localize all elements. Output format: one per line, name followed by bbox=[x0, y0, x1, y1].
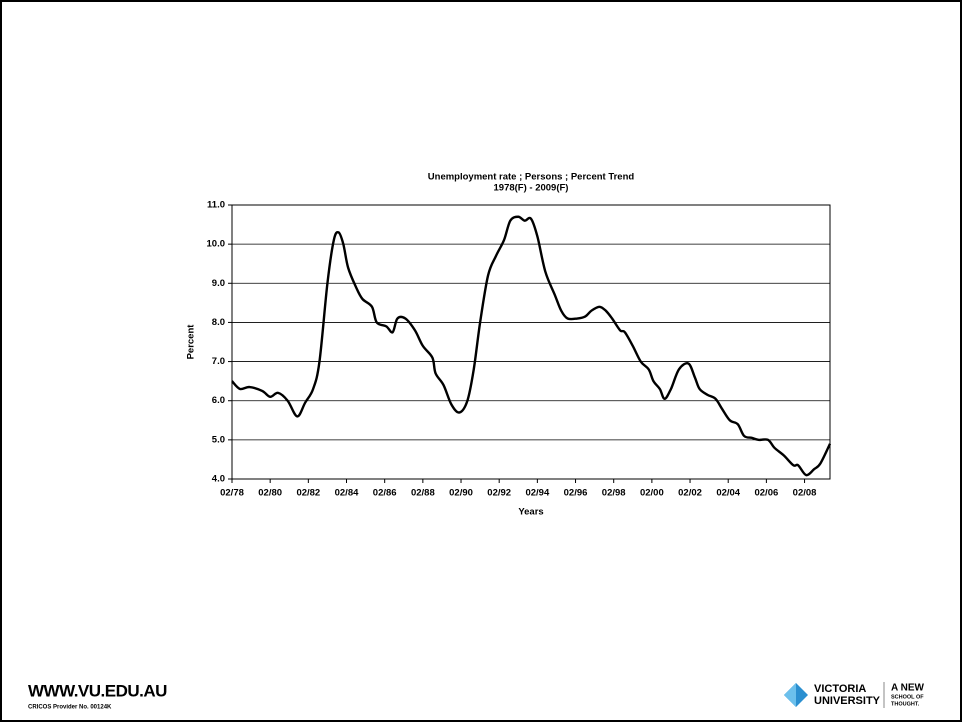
x-tick-label: 02/86 bbox=[373, 488, 397, 499]
y-axis-label: Percent bbox=[186, 324, 197, 360]
x-tick-label: 02/04 bbox=[716, 488, 740, 499]
x-tick-label: 02/00 bbox=[640, 488, 664, 499]
slogan: THOUGHT. bbox=[891, 701, 920, 707]
x-tick-label: 02/88 bbox=[411, 488, 435, 499]
cricos: CRICOS Provider No. 00124K bbox=[28, 705, 112, 711]
x-axis-label: Years bbox=[518, 507, 543, 518]
y-tick-label: 4.0 bbox=[212, 474, 225, 485]
x-tick-label: 02/94 bbox=[525, 488, 549, 499]
y-tick-label: 9.0 bbox=[212, 278, 225, 289]
x-tick-label: 02/96 bbox=[564, 488, 588, 499]
y-tick-label: 7.0 bbox=[212, 356, 225, 367]
chart-title: Unemployment rate ; Persons ; Percent Tr… bbox=[428, 172, 635, 183]
vu-logo bbox=[784, 683, 808, 707]
x-tick-label: 02/92 bbox=[487, 488, 511, 499]
website: WWW.VU.EDU.AU bbox=[28, 681, 167, 700]
university-name: UNIVERSITY bbox=[814, 695, 881, 707]
y-tick-label: 11.0 bbox=[207, 200, 225, 211]
x-tick-label: 02/78 bbox=[220, 488, 244, 499]
slogan: A NEW bbox=[891, 683, 925, 694]
x-tick-label: 02/90 bbox=[449, 488, 473, 499]
slogan: SCHOOL OF bbox=[891, 694, 924, 700]
university-name: VICTORIA bbox=[814, 683, 866, 695]
data-line bbox=[231, 215, 832, 477]
y-tick-label: 5.0 bbox=[212, 434, 225, 445]
x-tick-label: 02/08 bbox=[793, 488, 817, 499]
chart-subtitle: 1978(F) - 2009(F) bbox=[494, 183, 569, 194]
x-tick-label: 02/80 bbox=[258, 488, 282, 499]
plot: 4.0 5.0 6.0 7.0 8.0 9.0 10.0 11.0 02/78 02/80 02/8… bbox=[207, 200, 832, 499]
y-tick-label: 6.0 bbox=[212, 395, 225, 406]
x-tick-label: 02/84 bbox=[335, 488, 359, 499]
x-tick-label: 02/82 bbox=[296, 488, 320, 499]
y-tick-label: 10.0 bbox=[207, 239, 226, 250]
x-tick-label: 02/02 bbox=[678, 488, 702, 499]
x-tick-label: 02/98 bbox=[602, 488, 626, 499]
logo-diamond-half bbox=[784, 683, 796, 707]
y-tick-label: 8.0 bbox=[212, 317, 225, 328]
x-tick-label: 02/06 bbox=[754, 488, 778, 499]
